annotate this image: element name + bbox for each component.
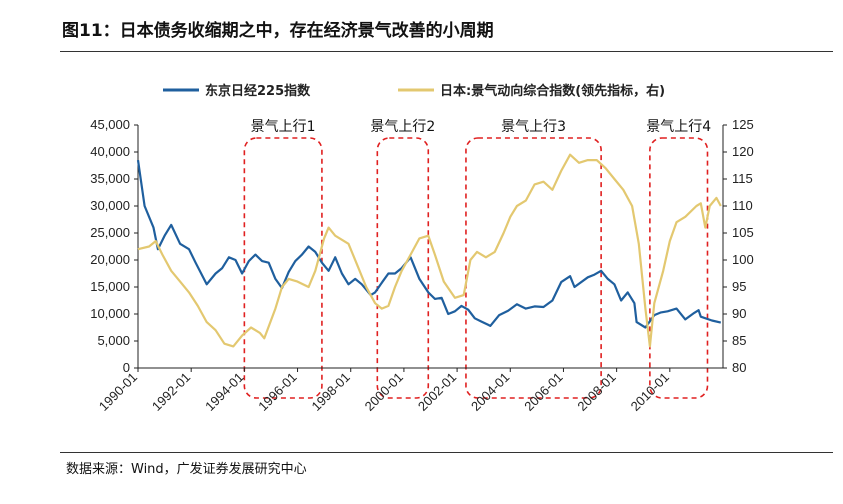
legend-label-1: 东京日经225指数 <box>205 83 311 99</box>
left-axis-tick-label: 15,000 <box>90 279 130 294</box>
series-line-leading-composite <box>137 153 722 348</box>
period-box-4 <box>649 137 709 399</box>
title-divider <box>60 51 833 52</box>
x-axis-tick-label: 2006-01 <box>521 370 565 414</box>
x-axis-tick-label: 1990-01 <box>96 370 140 414</box>
legend: 东京日经225指数 日本:景气动向综合指数(领先指标，右) <box>163 83 665 99</box>
axes: 0 5,000 10,000 15,000 20,000 25,000 30,000 35,0… <box>90 117 753 414</box>
x-axis-tick-label: 1992-01 <box>149 370 193 414</box>
right-axis-tick-label: 125 <box>732 117 754 132</box>
period-box-1 <box>243 137 323 399</box>
source-note: 数据来源：Wind，广发证券发展研究中心 <box>66 462 307 477</box>
x-axis-tick-label: 2008-01 <box>574 370 618 414</box>
left-axis-tick-label: 30,000 <box>90 198 130 213</box>
x-axis-tick-label: 2004-01 <box>468 370 512 414</box>
left-axis-tick-label: 5,000 <box>97 333 130 348</box>
x-axis-tick-label: 1996-01 <box>255 370 299 414</box>
x-axis-tick-label: 1998-01 <box>308 370 352 414</box>
x-axis-tick-label: 2000-01 <box>362 370 406 414</box>
left-axis-tick-label: 10,000 <box>90 306 130 321</box>
left-axis-tick-label: 25,000 <box>90 225 130 240</box>
series-lines <box>136 153 722 348</box>
right-axis-tick-label: 95 <box>732 279 746 294</box>
right-axis-tick-label: 110 <box>732 198 753 213</box>
legend-label-2: 日本:景气动向综合指数(领先指标，右) <box>440 83 665 99</box>
left-axis-tick-label: 35,000 <box>90 171 130 186</box>
page-title: 图11：日本债务收缩期之中，存在经济景气改善的小周期 <box>62 21 494 41</box>
left-axis-tick-label: 45,000 <box>90 117 130 132</box>
right-axis-tick-label: 90 <box>732 306 746 321</box>
right-axis-tick-label: 100 <box>732 252 754 267</box>
period-box-3 <box>465 137 602 399</box>
right-axis-tick-label: 85 <box>732 333 746 348</box>
right-axis-tick-label: 105 <box>732 225 754 240</box>
period-label-4: 景气上行4 <box>646 119 711 135</box>
period-box-2 <box>376 137 430 399</box>
x-axis-tick-label: 2002-01 <box>415 370 459 414</box>
left-axis-tick-label: 40,000 <box>90 144 130 159</box>
right-axis-tick-label: 80 <box>732 360 746 375</box>
period-label-3: 景气上行3 <box>501 119 566 135</box>
x-axis-tick-label: 1994-01 <box>202 370 246 414</box>
period-label-2: 景气上行2 <box>370 119 435 135</box>
source-divider <box>60 452 833 453</box>
right-axis-tick-label: 115 <box>732 171 753 186</box>
series-line-nikkei225 <box>136 159 722 329</box>
period-label-1: 景气上行1 <box>251 119 316 135</box>
left-axis-tick-label: 20,000 <box>90 252 130 267</box>
right-axis-tick-label: 120 <box>732 144 754 159</box>
left-axis-tick-label: 0 <box>123 360 130 375</box>
